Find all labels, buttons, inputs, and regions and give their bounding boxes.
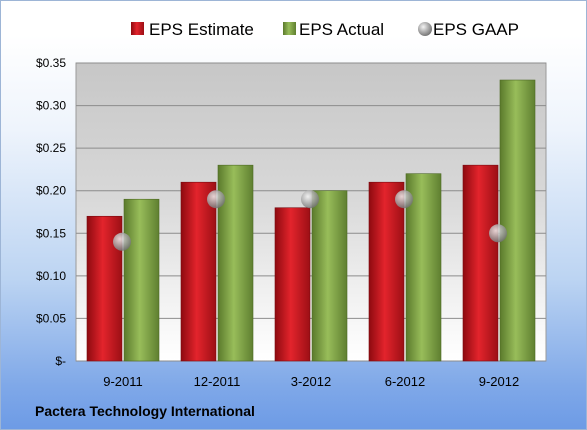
y-tick-label: $0.05 [36, 311, 66, 325]
bar-series [86, 79, 536, 362]
legend-label: EPS Actual [299, 20, 384, 39]
company-name: Pactera Technology International [35, 403, 255, 419]
gaap-legend-marker [418, 22, 432, 36]
y-tick-label: $0.30 [36, 99, 66, 113]
y-tick-label: $0.10 [36, 269, 66, 283]
gaap-marker [395, 190, 413, 209]
estimate-bar [274, 207, 311, 362]
actual-bar [123, 198, 160, 362]
estimate-bar [462, 164, 499, 362]
gaap-marker [113, 232, 131, 251]
gaap-markers [113, 190, 507, 251]
actual-legend-swatch [283, 22, 296, 35]
actual-bar [499, 79, 536, 362]
actual-bar [405, 173, 442, 362]
x-category-label: 9-2011 [103, 374, 143, 389]
y-tick-label: $0.35 [36, 56, 66, 70]
y-tick-label: $0.25 [36, 141, 66, 155]
x-category-label: 3-2012 [291, 374, 331, 389]
chart-legend: EPS Estimate EPS Actual EPS GAAP [131, 20, 519, 39]
estimate-bar [180, 181, 217, 362]
gaap-marker [301, 190, 319, 209]
estimate-legend-swatch [131, 22, 144, 35]
y-tick-label: $0.20 [36, 184, 66, 198]
actual-bar [311, 190, 348, 362]
estimate-bar [368, 181, 405, 362]
y-tick-label: $- [55, 354, 66, 368]
x-axis-labels: 9-2011 12-2011 3-2012 6-2012 9-2012 [103, 374, 519, 389]
gaap-marker [207, 190, 225, 209]
legend-label: EPS Estimate [149, 20, 254, 39]
y-axis-ticks: $- $0.05 $0.10 $0.15 $0.20 $0.25 $0.30 $0.35 [36, 56, 66, 368]
y-tick-label: $0.15 [36, 226, 66, 240]
gaap-marker [489, 224, 507, 243]
legend-label: EPS GAAP [433, 20, 519, 39]
x-category-label: 12-2011 [194, 374, 241, 389]
x-category-label: 9-2012 [479, 374, 519, 389]
x-category-label: 6-2012 [385, 374, 425, 389]
